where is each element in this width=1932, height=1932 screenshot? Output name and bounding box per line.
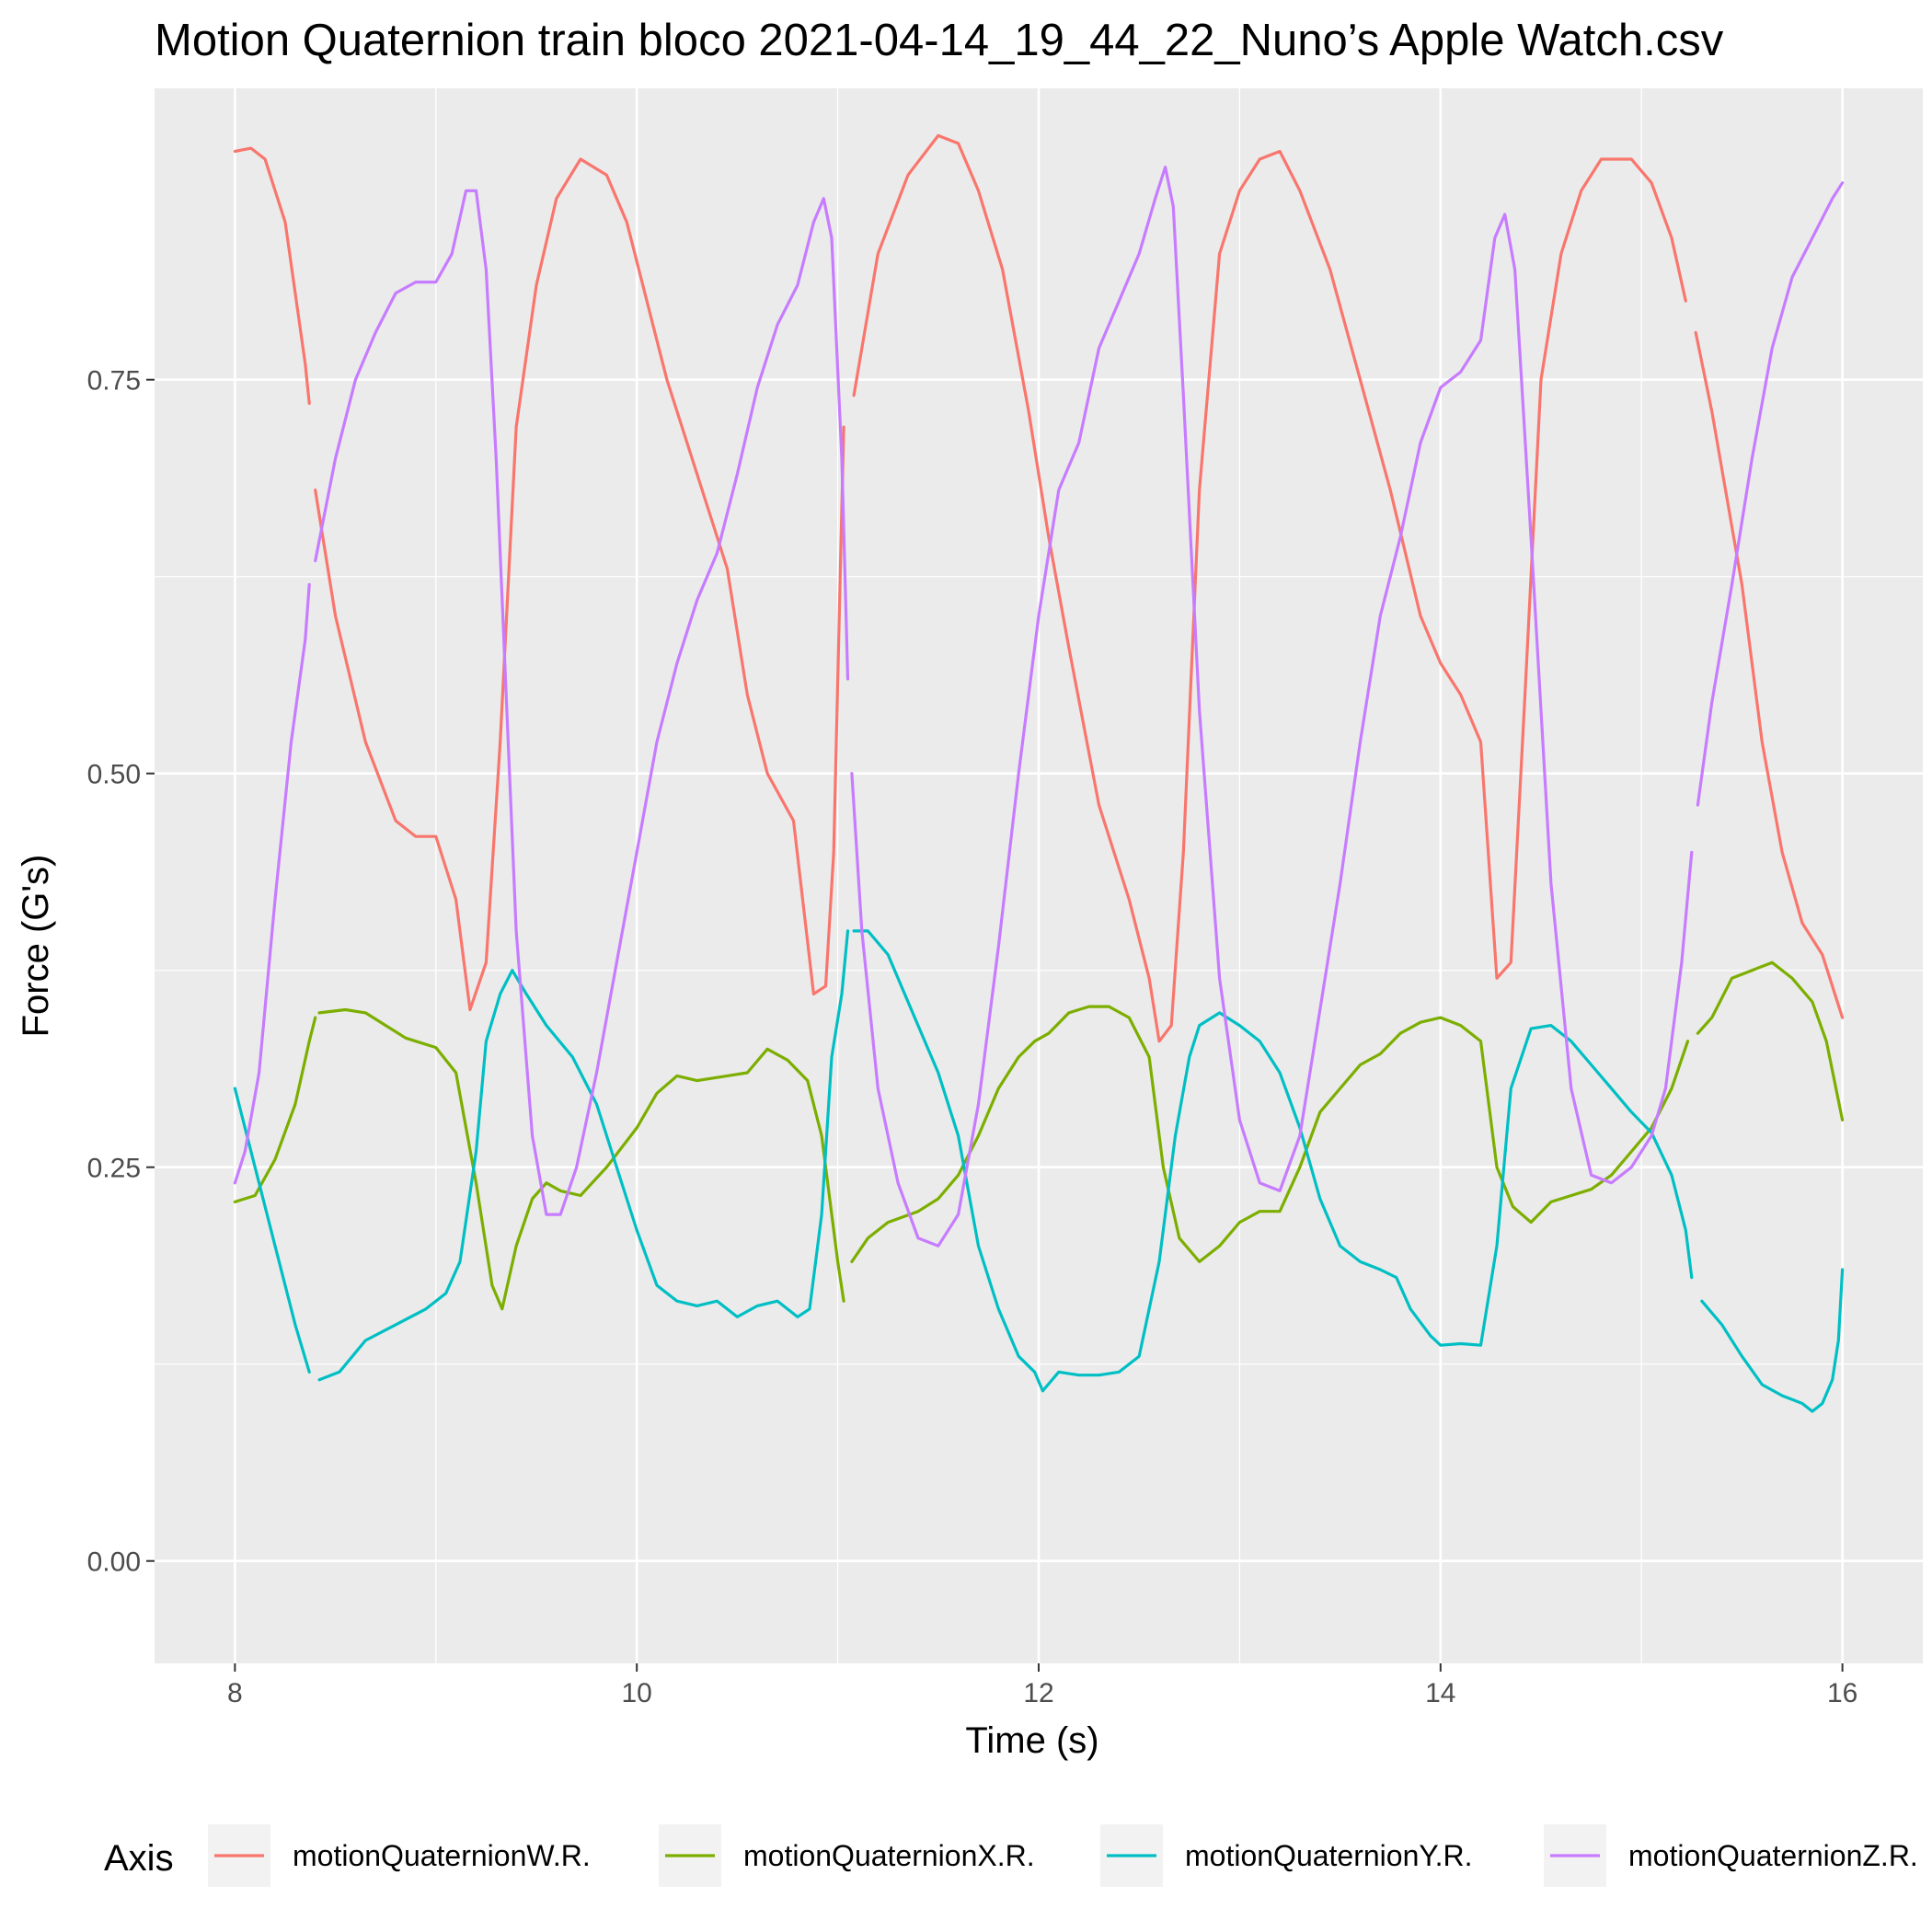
legend-label-3: motionQuaternionY.R. (1185, 1839, 1472, 1872)
y-tick-label: 0.25 (87, 1154, 141, 1184)
x-axis-title: Time (s) (965, 1720, 1098, 1761)
chart-title: Motion Quaternion train bloco 2021-04-14… (155, 16, 1724, 65)
legend-label-1: motionQuaternionW.R. (293, 1839, 591, 1872)
y-tick-label: 0.75 (87, 366, 141, 397)
series-lines (233, 133, 1845, 1413)
y-axis-title: Force (G's) (16, 855, 56, 1038)
x-tick-label: 8 (227, 1678, 243, 1708)
major-gridlines (155, 88, 1923, 1663)
series-line-3 (233, 929, 1845, 1413)
series-line-1 (233, 133, 1845, 1043)
legend: Axis motionQuaternionW.R. motionQuaternio… (104, 1824, 1918, 1887)
legend-label-4: motionQuaternionZ.R. (1628, 1839, 1918, 1872)
x-tick-label: 10 (621, 1678, 651, 1708)
x-tick-label: 12 (1023, 1678, 1053, 1708)
series-line-4 (233, 166, 1845, 1248)
series-line-2 (233, 960, 1845, 1311)
legend-title: Axis (104, 1838, 174, 1879)
y-axis: 0.00 0.25 0.50 0.75 (87, 366, 155, 1578)
x-tick-label: 16 (1827, 1678, 1857, 1708)
y-tick-label: 0.50 (87, 760, 141, 790)
x-tick-label: 14 (1425, 1678, 1455, 1708)
legend-label-2: motionQuaternionX.R. (743, 1839, 1035, 1872)
x-axis: 8 10 12 14 16 (227, 1663, 1857, 1708)
y-tick-label: 0.00 (87, 1547, 141, 1578)
